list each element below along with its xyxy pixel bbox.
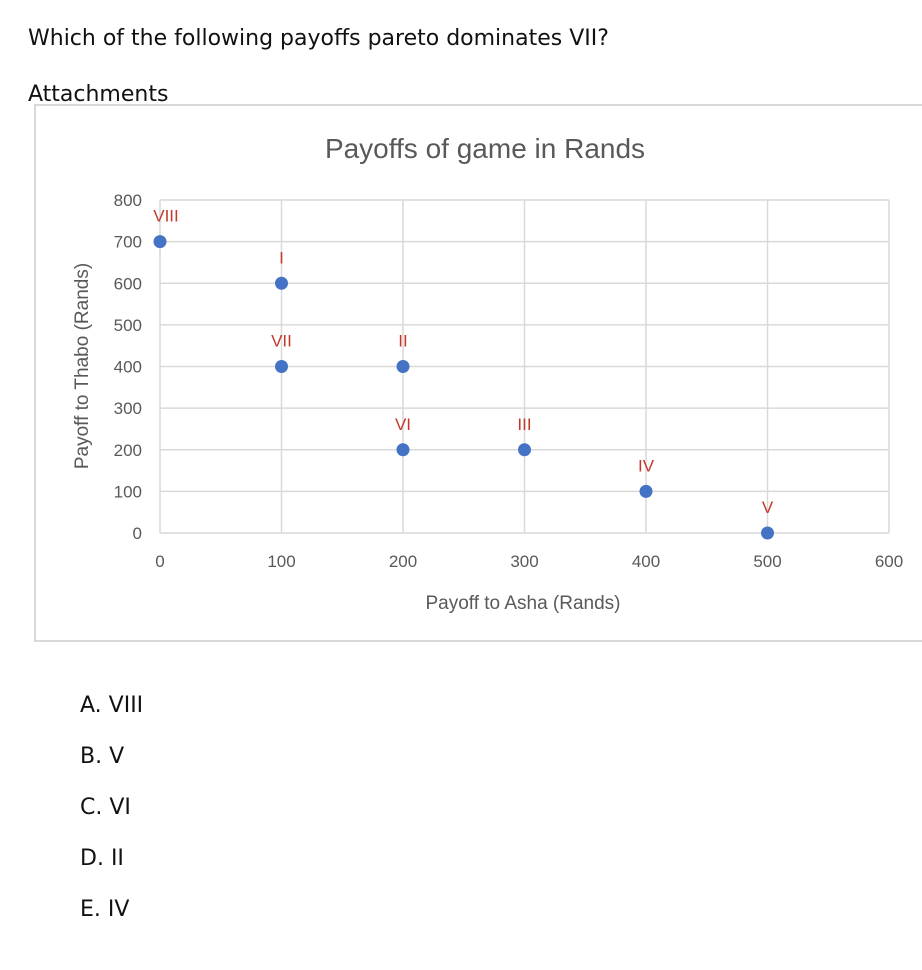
point-label: I xyxy=(279,248,284,267)
y-tick-label: 400 xyxy=(114,358,142,377)
data-point xyxy=(275,360,288,373)
y-tick-label: 700 xyxy=(114,233,142,252)
x-tick-label: 300 xyxy=(510,552,538,571)
data-point xyxy=(275,276,288,290)
option-b[interactable]: B. V xyxy=(80,743,143,794)
option-a[interactable]: A. VIII xyxy=(80,692,143,743)
option-e[interactable]: E. IV xyxy=(80,896,143,947)
x-tick-label: 400 xyxy=(632,552,660,571)
data-point xyxy=(518,443,531,457)
y-tick-label: 800 xyxy=(114,191,142,210)
y-tick-label: 200 xyxy=(114,441,142,460)
x-tick-label: 600 xyxy=(875,552,903,571)
answer-options: A. VIII B. V C. VI D. II E. IV xyxy=(80,692,143,947)
point-label: VII xyxy=(271,332,292,351)
option-text: V xyxy=(109,744,125,769)
option-letter: B. xyxy=(80,744,103,769)
option-letter: A. xyxy=(80,693,102,718)
point-label: II xyxy=(398,332,407,351)
scatter-chart: 0 100 200 300 400 500 600 700 800 0 100 200 300 400 50… xyxy=(72,133,903,614)
option-text: II xyxy=(110,846,124,871)
question-text: Which of the following payoffs pareto do… xyxy=(28,26,609,51)
data-point xyxy=(396,360,410,373)
option-d[interactable]: D. II xyxy=(80,845,143,896)
y-tick-label: 300 xyxy=(114,399,142,418)
option-text: VI xyxy=(109,795,131,820)
point-label: IV xyxy=(638,456,655,475)
attachments-label: Attachments xyxy=(28,82,169,107)
data-point xyxy=(153,235,167,249)
x-tick-label: 100 xyxy=(267,552,295,571)
x-tick-label: 0 xyxy=(155,552,164,571)
data-point xyxy=(396,443,410,457)
chart-attachment: 0 100 200 300 400 500 600 700 800 0 100 200 300 400 50… xyxy=(34,104,922,642)
y-tick-label: 500 xyxy=(114,316,142,335)
point-label: VIII xyxy=(153,207,179,226)
x-axis-label: Payoff to Asha (Rands) xyxy=(425,593,620,614)
option-c[interactable]: C. VI xyxy=(80,794,143,845)
x-tick-label: 200 xyxy=(389,552,417,571)
y-axis-label: Payoff to Thabo (Rands) xyxy=(72,263,93,469)
option-letter: D. xyxy=(80,846,104,871)
data-point xyxy=(761,526,774,540)
y-tick-label: 600 xyxy=(114,274,142,293)
option-text: VIII xyxy=(108,693,144,718)
y-tick-label: 100 xyxy=(114,482,142,501)
point-label: V xyxy=(762,498,774,517)
chart-title: Payoffs of game in Rands xyxy=(325,133,645,164)
data-point xyxy=(639,484,653,498)
option-letter: E. xyxy=(80,897,101,922)
point-label: III xyxy=(517,415,531,434)
option-letter: C. xyxy=(80,795,103,820)
x-tick-label: 500 xyxy=(753,552,781,571)
option-text: IV xyxy=(107,897,130,922)
y-tick-label: 0 xyxy=(133,524,142,543)
point-label: VI xyxy=(395,415,411,434)
